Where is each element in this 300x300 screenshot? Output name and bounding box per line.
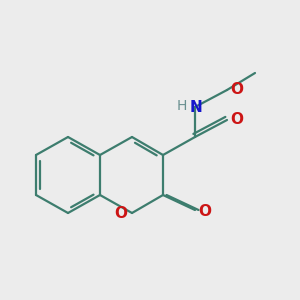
Text: N: N <box>190 100 202 116</box>
Text: H: H <box>177 99 187 113</box>
Text: O: O <box>230 82 244 98</box>
Text: O: O <box>115 206 128 221</box>
Text: O: O <box>230 112 244 128</box>
Text: O: O <box>199 203 212 218</box>
